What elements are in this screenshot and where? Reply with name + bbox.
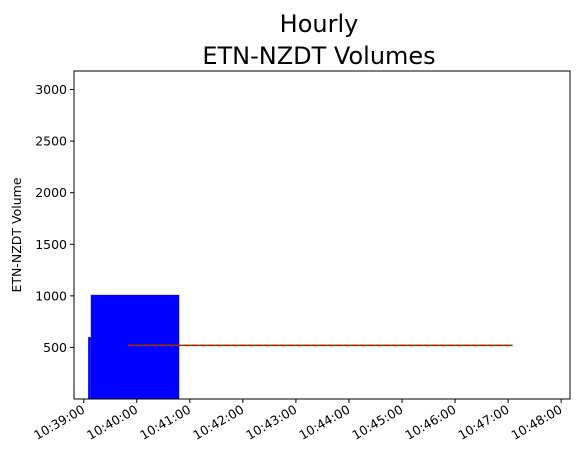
x-tick-label-5: 10:44:00 [296,402,352,443]
y-tick-label-2: 1500 [35,237,67,252]
x-tick-label-8: 10:47:00 [455,402,511,443]
chart-title-line-1: Hourly [280,10,359,38]
x-tick-label-4: 10:43:00 [243,402,299,443]
volume-bar-1 [90,294,180,399]
y-tick-label-5: 3000 [35,82,67,97]
y-tick-label-4: 2500 [35,134,67,149]
x-axis: 10:39:0010:40:0010:41:0010:42:0010:43:00… [31,399,565,443]
bar-series [88,294,180,399]
y-tick-label-3: 2000 [35,185,67,200]
x-tick-label-1: 10:40:00 [84,402,140,443]
chart-title-line-2: ETN-NZDT Volumes [202,42,435,70]
y-tick-label-0: 500 [43,340,67,355]
y-tick-label-1: 1000 [35,288,67,303]
x-tick-label-6: 10:45:00 [349,402,405,443]
y-axis-label: ETN-NZDT Volume [9,177,24,292]
x-tick-label-0: 10:39:00 [31,402,87,443]
x-tick-label-9: 10:48:00 [509,402,565,443]
y-axis: 500 1000 1500 2000 2500 3000 [35,82,74,355]
x-tick-label-3: 10:42:00 [190,402,246,443]
plot-frame [73,70,571,400]
x-tick-label-2: 10:41:00 [137,402,193,443]
x-tick-label-7: 10:46:00 [402,402,458,443]
volume-bar-0 [88,337,91,399]
